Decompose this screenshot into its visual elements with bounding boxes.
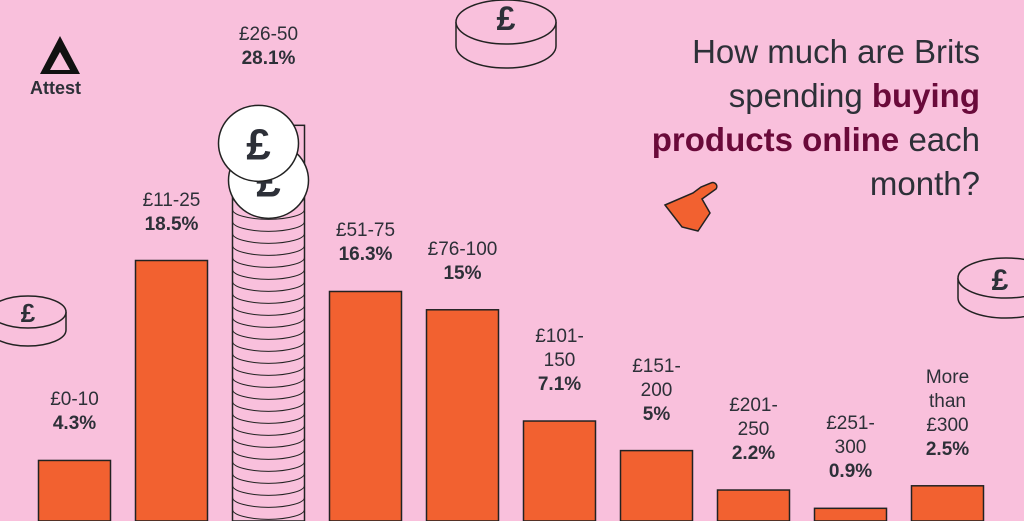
value-label: 7.1% — [537, 374, 582, 396]
logo-mark — [40, 36, 80, 74]
coin-edge — [232, 341, 305, 352]
value-label: 28.1% — [241, 48, 296, 70]
bar-label: £51-75 16.3% — [326, 219, 406, 267]
coin-edge — [232, 473, 305, 484]
svg-text:£: £ — [992, 264, 1009, 297]
coin-edge — [232, 377, 305, 388]
title-text: How much are Brits spending — [692, 33, 980, 114]
category-label: £251-300 — [826, 413, 875, 459]
coin-edge — [232, 449, 305, 460]
value-label: 5% — [642, 403, 671, 425]
coin-edge — [232, 401, 305, 412]
coin-symbol: £ — [246, 120, 271, 169]
coin-edge — [232, 365, 305, 376]
bar — [425, 309, 500, 521]
coin-edge — [232, 353, 305, 364]
bar-label: £251-300 0.9% — [811, 412, 891, 484]
coin-edge — [232, 209, 305, 220]
value-label: 2.2% — [731, 443, 776, 465]
coin-edge — [232, 485, 305, 496]
value-label: 15% — [443, 262, 482, 284]
pointer-icon — [663, 181, 718, 232]
coin-edge — [232, 281, 305, 292]
brand: Attest — [30, 78, 82, 98]
category-label: £101-150 — [535, 326, 584, 372]
coin-edge — [232, 305, 305, 316]
bar — [716, 489, 791, 521]
coin-edge — [232, 461, 305, 472]
coin-edge — [232, 413, 305, 424]
value-label: 2.5% — [925, 438, 970, 460]
bar-label: More than £300 2.5% — [908, 366, 988, 462]
svg-text:£: £ — [497, 0, 516, 38]
bar-label: £11-25 18.5% — [132, 189, 212, 237]
coin-edge — [232, 293, 305, 304]
value-label: 16.3% — [338, 244, 393, 266]
coin-decoration: £ £ £ — [0, 0, 1024, 347]
category-label: £0-10 — [50, 389, 99, 411]
coin-edge — [232, 509, 305, 520]
category-label: £151-200 — [632, 355, 681, 401]
bar — [619, 449, 694, 521]
coin — [217, 104, 300, 183]
coin-edge — [232, 497, 305, 508]
bar-label: £0-10 4.3% — [35, 388, 115, 436]
category-label: £201-250 — [729, 395, 778, 441]
coin-edge — [232, 389, 305, 400]
title-end: each month? — [869, 121, 980, 202]
bar-label: £76-100 15% — [423, 238, 503, 286]
coin-edge — [232, 269, 305, 280]
category-label: More than £300 — [925, 366, 970, 436]
svg-text:£: £ — [21, 298, 36, 328]
coin-edge — [232, 425, 305, 436]
coin-edge — [232, 329, 305, 340]
value-label: 4.3% — [52, 413, 97, 435]
coin-edge — [232, 233, 305, 244]
category-label: £26-50 — [238, 24, 299, 46]
bar-label: £26-50 28.1% — [229, 23, 309, 71]
coin-edge — [232, 245, 305, 256]
category-label: £11-25 — [142, 189, 201, 211]
bar — [328, 290, 403, 521]
bar — [910, 485, 985, 521]
category-label: £51-75 — [335, 220, 396, 242]
bar — [522, 420, 597, 521]
value-label: 18.5% — [144, 213, 199, 235]
bar — [813, 507, 888, 521]
bar-label: £101-150 7.1% — [520, 325, 600, 397]
bar — [37, 459, 112, 521]
bar — [134, 259, 209, 521]
coin-edge — [232, 317, 305, 328]
chart-title: How much are Brits spending buying produ… — [620, 30, 980, 206]
bar-label: £201-250 2.2% — [714, 394, 794, 466]
coin-edge — [232, 221, 305, 232]
title-highlight: buying products online — [651, 77, 980, 158]
category-label: £76-100 — [427, 238, 498, 260]
coin-edge — [232, 257, 305, 268]
coin-edge — [232, 437, 305, 448]
value-label: 0.9% — [828, 461, 873, 483]
bar-label: £151-200 5% — [617, 355, 697, 427]
